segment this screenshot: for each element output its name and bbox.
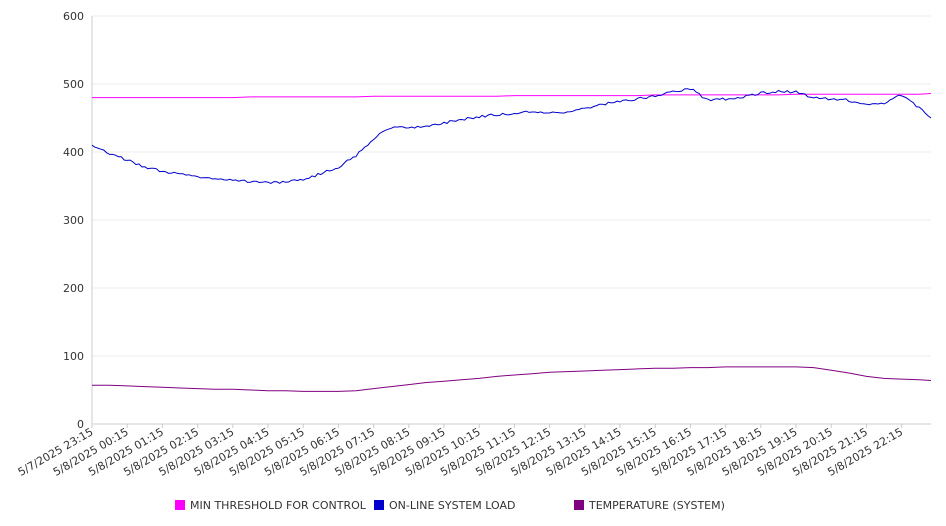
legend: MIN THRESHOLD FOR CONTROL ON-LINE SYSTEM …: [175, 499, 725, 512]
legend-label: ON-LINE SYSTEM LOAD: [389, 499, 515, 512]
y-tick-label: 400: [63, 146, 84, 159]
legend-item: MIN THRESHOLD FOR CONTROL: [175, 499, 367, 512]
legend-swatch: [574, 500, 584, 510]
y-tick-label: 300: [63, 214, 84, 227]
y-tick-label: 200: [63, 282, 84, 295]
y-tick-label: 0: [77, 418, 84, 431]
x-tick-labels: 5/7/2025 23:155/8/2025 00:155/8/2025 01:…: [16, 424, 905, 479]
legend-label: MIN THRESHOLD FOR CONTROL: [190, 499, 367, 512]
legend-swatch: [374, 500, 384, 510]
y-tick-label: 100: [63, 350, 84, 363]
y-tick-label: 600: [63, 10, 84, 23]
y-tick-label: 500: [63, 78, 84, 91]
legend-label: TEMPERATURE (SYSTEM): [588, 499, 725, 512]
grid-lines: [92, 15, 931, 357]
y-tick-labels: 0 100 200 300 400 500 600: [63, 10, 84, 431]
legend-item: TEMPERATURE (SYSTEM): [574, 499, 725, 512]
series-line-0: [92, 93, 932, 99]
series-lines: [91, 88, 932, 392]
axes: [91, 16, 931, 425]
series-line-1: [91, 88, 932, 184]
series-line-2: [92, 366, 932, 392]
legend-swatch: [175, 500, 185, 510]
legend-item: ON-LINE SYSTEM LOAD: [374, 499, 515, 512]
